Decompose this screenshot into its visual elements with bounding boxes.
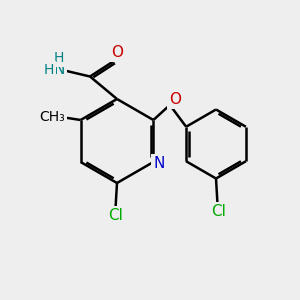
Text: N: N — [153, 156, 164, 171]
Text: H: H — [44, 63, 54, 77]
Text: N: N — [53, 62, 65, 77]
Text: O: O — [111, 45, 123, 60]
Text: H: H — [54, 51, 64, 65]
Text: O: O — [169, 92, 181, 106]
Text: CH₃: CH₃ — [39, 110, 65, 124]
Text: Cl: Cl — [108, 208, 123, 224]
Text: Cl: Cl — [212, 204, 226, 219]
